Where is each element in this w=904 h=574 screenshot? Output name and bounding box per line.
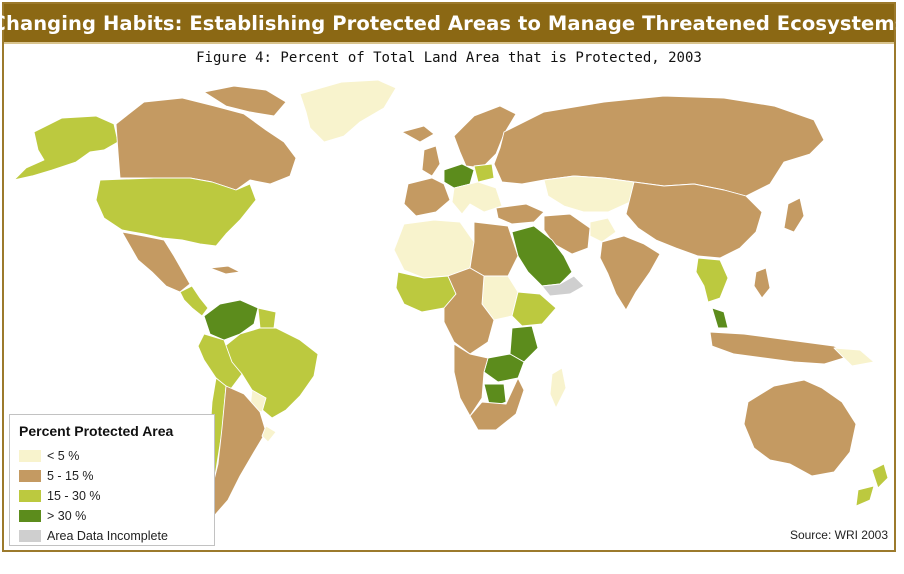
legend-swatch (19, 530, 41, 542)
region-papua (833, 347, 875, 367)
region-indonesia (709, 331, 851, 365)
map-frame: Changing Habits: Establishing Protected … (0, 2, 904, 552)
region-afghanistan (589, 217, 617, 243)
world-map (13, 79, 889, 517)
region-kazakhstan (543, 175, 635, 213)
region-australia (743, 379, 857, 477)
region-madagascar (549, 367, 567, 409)
figure-subtitle: Figure 4: Percent of Total Land Area tha… (196, 50, 702, 66)
region-china (625, 181, 763, 259)
region-central-america (179, 285, 209, 317)
legend-title: Percent Protected Area (19, 423, 174, 439)
region-italy-balkans (451, 181, 503, 215)
region-mexico (121, 231, 191, 293)
legend-swatch (19, 470, 41, 482)
region-egypt-libya (469, 221, 519, 277)
region-southeast-asia (695, 257, 729, 303)
region-poland (473, 163, 495, 183)
region-new-zealand-south (855, 485, 875, 507)
region-malaysia (711, 307, 729, 329)
region-canada-islands (203, 85, 287, 117)
region-south-africa (469, 377, 525, 431)
region-alaska (13, 115, 119, 181)
region-greenland (299, 79, 397, 143)
region-north-africa-west (393, 219, 475, 279)
legend-label: > 30 % (47, 509, 87, 523)
region-new-zealand (871, 463, 889, 489)
region-uk (421, 145, 441, 177)
map-legend: Percent Protected Area < 5 % 5 - 15 % 15… (9, 414, 215, 546)
legend-item-incomplete: Area Data Incomplete (19, 526, 214, 546)
source-credit: Source: WRI 2003 (789, 528, 888, 542)
legend-item-5-15: 5 - 15 % (19, 466, 214, 486)
region-scandinavia (453, 105, 517, 169)
region-argentina (209, 385, 267, 517)
legend-label: Area Data Incomplete (47, 529, 168, 543)
region-venezuela (203, 299, 259, 341)
legend-label: 5 - 15 % (47, 469, 94, 483)
region-saudi-arabia (511, 225, 573, 287)
region-turkey (495, 203, 545, 225)
region-iceland (401, 125, 435, 143)
legend-item-15-30: 15 - 30 % (19, 486, 214, 506)
legend-swatch (19, 450, 41, 462)
region-philippines (753, 267, 771, 299)
region-guianas (257, 307, 277, 329)
title-bar: Changing Habits: Establishing Protected … (0, 4, 904, 44)
region-uruguay (261, 425, 277, 443)
legend-swatch (19, 510, 41, 522)
legend-label: < 5 % (47, 449, 80, 463)
page-title: Changing Habits: Establishing Protected … (0, 11, 904, 35)
legend-item-over-30: > 30 % (19, 506, 214, 526)
region-india (599, 235, 661, 311)
region-tanzania (509, 325, 539, 363)
region-western-europe (403, 177, 451, 217)
region-usa (95, 177, 257, 247)
region-botswana (483, 383, 507, 409)
legend-swatch (19, 490, 41, 502)
region-russia (493, 95, 825, 197)
region-yemen (541, 275, 585, 297)
region-japan (783, 197, 805, 233)
region-central-africa (443, 267, 495, 355)
region-angola (453, 343, 489, 417)
region-horn-of-africa (511, 291, 557, 327)
legend-item-under-5: < 5 % (19, 446, 214, 466)
legend-label: 15 - 30 % (47, 489, 101, 503)
region-cuba (209, 265, 241, 275)
